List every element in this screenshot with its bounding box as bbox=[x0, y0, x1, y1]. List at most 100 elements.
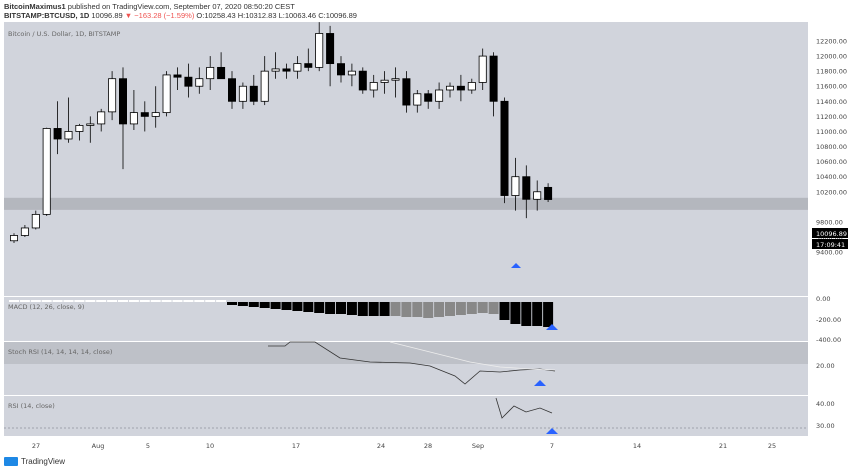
candle-body bbox=[195, 78, 204, 87]
macd-bar bbox=[194, 300, 205, 302]
candle-body bbox=[533, 191, 542, 200]
macd-bar bbox=[466, 302, 477, 314]
published-text: published on TradingView.com, September … bbox=[67, 2, 295, 11]
candle-body bbox=[108, 78, 117, 113]
candle-body bbox=[336, 63, 345, 76]
macd-bar bbox=[270, 302, 281, 309]
candle-body bbox=[9, 235, 18, 242]
macd-axis-0: 0.00 bbox=[816, 295, 830, 303]
macd-bar bbox=[74, 300, 85, 302]
candle-body bbox=[206, 66, 215, 80]
tradingview-logo-icon bbox=[4, 457, 18, 466]
arrow-macd bbox=[546, 324, 558, 330]
macd-bar bbox=[259, 302, 270, 308]
macd-bar bbox=[499, 302, 510, 320]
macd-bar bbox=[336, 302, 346, 314]
candle-body bbox=[435, 89, 444, 102]
time-tick: 10 bbox=[206, 442, 214, 450]
macd-bar bbox=[41, 300, 52, 302]
candle-body bbox=[119, 78, 128, 125]
author-name[interactable]: BitcoinMaximus1 bbox=[4, 2, 66, 11]
macd-bar bbox=[216, 300, 227, 302]
candle-body bbox=[293, 63, 302, 72]
footer: TradingView bbox=[4, 457, 65, 466]
time-tick: 17 bbox=[292, 442, 300, 450]
arrow-stoch bbox=[534, 380, 546, 386]
macd-bar bbox=[292, 302, 303, 311]
time-tick: 25 bbox=[768, 442, 776, 450]
candle-body bbox=[380, 79, 389, 83]
macd-bar bbox=[161, 300, 172, 302]
time-tick: 21 bbox=[719, 442, 727, 450]
candle-body bbox=[445, 85, 454, 91]
candle-body bbox=[413, 93, 422, 106]
time-tick: 5 bbox=[146, 442, 150, 450]
candle-body bbox=[129, 112, 138, 125]
macd-bar bbox=[150, 300, 161, 302]
price-tick: 10200.00 bbox=[816, 188, 847, 196]
candle-body bbox=[271, 68, 280, 72]
macd-bar bbox=[325, 302, 336, 314]
time-tick: 28 bbox=[424, 442, 432, 450]
macd-bar bbox=[423, 302, 434, 318]
last-price: 10096.89 bbox=[91, 11, 123, 20]
stoch-rsi-d-line bbox=[389, 341, 556, 371]
macd-bar bbox=[128, 300, 139, 302]
macd-bar bbox=[543, 302, 554, 327]
stoch-rsi-label: Stoch RSI (14, 14, 14, 14, close) bbox=[8, 348, 112, 356]
macd-bar bbox=[357, 302, 368, 316]
price-axis: 12200.00 12000.00 11800.00 11600.00 11400.00… bbox=[816, 38, 847, 257]
macd-bar bbox=[510, 302, 521, 324]
macd-bar bbox=[237, 302, 248, 306]
candle-body bbox=[64, 131, 73, 140]
price-tick: 12200.00 bbox=[816, 38, 847, 46]
time-tick: 24 bbox=[377, 442, 385, 450]
rsi-panel bbox=[4, 396, 808, 436]
symbol-label: BITSTAMP:BTCUSD, 1D bbox=[4, 11, 90, 20]
candle-body bbox=[467, 82, 476, 91]
time-tick: Sep bbox=[472, 442, 484, 450]
price-tick: 11400.00 bbox=[816, 98, 847, 106]
candle-body bbox=[217, 66, 226, 80]
macd-bar bbox=[118, 300, 128, 302]
candle-body bbox=[227, 78, 236, 102]
macd-bar bbox=[477, 302, 488, 313]
time-tick: 14 bbox=[633, 442, 641, 450]
price-tick: 12000.00 bbox=[816, 53, 847, 61]
stoch-rsi-k-line bbox=[268, 341, 556, 385]
macd-bar bbox=[314, 302, 325, 313]
macd-bar bbox=[390, 302, 401, 316]
price-tick: 10600.00 bbox=[816, 158, 847, 166]
candle-body bbox=[97, 111, 106, 125]
macd-bar bbox=[401, 302, 412, 317]
candle-body bbox=[304, 63, 313, 68]
macd-bar bbox=[455, 302, 466, 315]
candles-layer bbox=[9, 22, 553, 244]
candle-body bbox=[489, 55, 498, 102]
macd-bar bbox=[63, 300, 74, 302]
candle-body bbox=[184, 76, 193, 87]
support-zone bbox=[4, 197, 808, 210]
macd-bar bbox=[85, 300, 96, 302]
candle-body bbox=[31, 213, 40, 229]
arrow-price bbox=[511, 263, 521, 268]
rsi-label: RSI (14, close) bbox=[8, 402, 55, 410]
price-tick: 10400.00 bbox=[816, 173, 847, 181]
candle-body bbox=[391, 78, 400, 81]
candle-body bbox=[238, 85, 247, 102]
macd-bar bbox=[96, 300, 107, 302]
price-tick: 9800.00 bbox=[816, 218, 843, 226]
macd-bar bbox=[227, 302, 237, 305]
candle-body bbox=[282, 68, 291, 72]
main-panel-label: Bitcoin / U.S. Dollar, 1D, BITSTAMP bbox=[8, 30, 120, 38]
candle-body bbox=[522, 176, 531, 200]
macd-bar bbox=[248, 302, 259, 307]
candle-body bbox=[86, 123, 95, 126]
candle-body bbox=[326, 33, 335, 65]
macd-bar bbox=[532, 302, 543, 326]
macd-bar bbox=[346, 302, 357, 315]
rsi-line bbox=[495, 397, 553, 419]
candle-body bbox=[358, 70, 367, 91]
rsi-axis-1: 30.00 bbox=[816, 422, 835, 430]
